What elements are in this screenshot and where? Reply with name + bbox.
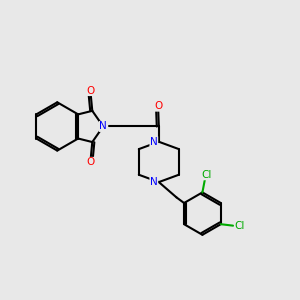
Text: O: O [154,101,162,111]
Text: Cl: Cl [234,221,245,231]
Text: O: O [87,85,95,95]
Text: N: N [150,137,158,147]
Text: N: N [99,122,107,131]
Text: O: O [87,158,95,167]
Text: Cl: Cl [201,170,211,180]
Text: N: N [150,177,158,187]
